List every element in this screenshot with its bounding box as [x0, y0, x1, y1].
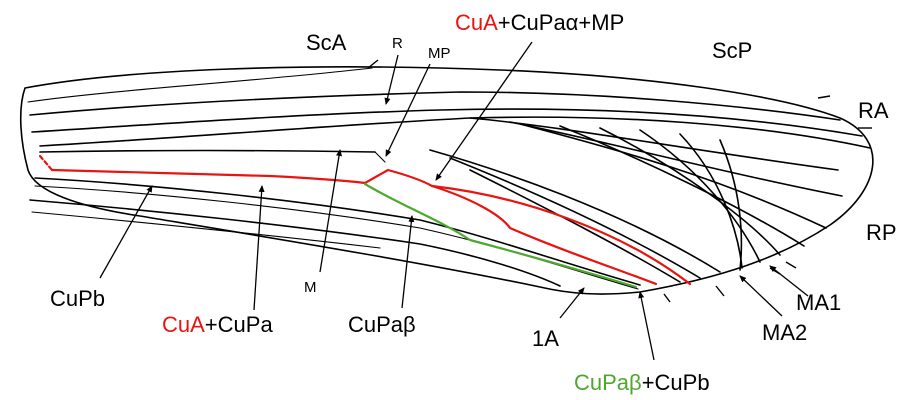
- leader-cupb: [99, 185, 153, 279]
- label-r: R: [392, 35, 403, 52]
- vein-sca: [27, 67, 373, 103]
- margin-tick-7: [663, 293, 671, 303]
- label-ra: RA: [858, 98, 889, 123]
- leader-cupabeta-cupb: [638, 291, 655, 361]
- vein-cupb: [34, 177, 641, 286]
- vein-cupb-2: [34, 185, 639, 290]
- vein-branch-1: [469, 117, 839, 171]
- vein-cua-red-branch: [430, 184, 692, 286]
- vein-ra: [39, 116, 871, 149]
- label-rp: RP: [866, 220, 897, 245]
- label-cupabeta-cupb-green: CuPaβ: [574, 370, 642, 395]
- vein-branch-10: [449, 157, 701, 279]
- label-cupabeta-cupb: CuPaβ+CuPb: [574, 370, 710, 395]
- vein-cua-red-dashed: [38, 154, 54, 172]
- leader-r: [384, 54, 399, 105]
- label-cua-cupa-alpha-mp: CuA+CuPaα+MP: [455, 10, 624, 35]
- label-1a: 1A: [532, 326, 559, 351]
- vein-branch-4: [559, 125, 805, 247]
- label-ma2: MA2: [762, 320, 807, 345]
- vein-branch-8: [719, 139, 743, 271]
- vein-cua-red: [50, 168, 658, 286]
- label-cua-cupa-red: CuA: [162, 312, 205, 337]
- leader-1a: [559, 287, 585, 319]
- leader-ma1: [769, 265, 809, 297]
- leader-ma2: [739, 275, 783, 317]
- leader-cupabeta: [401, 215, 415, 309]
- label-m: M: [304, 279, 317, 296]
- label-mp: MP: [428, 45, 451, 62]
- label-cua-cupa: CuA+CuPa: [162, 312, 273, 337]
- label-cupabeta-cupb-rest: +CuPb: [642, 370, 710, 395]
- leader-cua-cupa: [253, 185, 265, 311]
- vein-branch-5: [599, 127, 781, 256]
- label-cupabeta: CuPaβ: [348, 312, 416, 337]
- vein-branch-2: [509, 121, 843, 197]
- vein-m-stem: [39, 149, 376, 153]
- leader-mp: [385, 63, 431, 157]
- vein-branch-6: [639, 129, 761, 263]
- margin-tick-2: [817, 95, 831, 99]
- vein-cupabeta-green: [363, 182, 638, 289]
- vein-cross-mp: [374, 151, 386, 163]
- label-cua-cupa-alpha-mp-red: CuA: [455, 10, 498, 35]
- margin-tick-4: [785, 261, 797, 269]
- vein-branch-9: [429, 149, 721, 273]
- label-scp: ScP: [712, 38, 752, 63]
- vein-r: [31, 108, 863, 137]
- vein-1a: [29, 199, 561, 287]
- leader-m: [319, 149, 342, 273]
- wing-outline: [19, 66, 874, 295]
- margin-tick-6: [715, 285, 725, 297]
- vein-branch-7: [679, 133, 743, 269]
- label-cua-cupa-alpha-mp-rest: +CuPaα+MP: [498, 10, 624, 35]
- vein-anal-lower: [31, 211, 381, 249]
- vein-branch-11: [469, 169, 681, 283]
- label-sca: ScA: [306, 30, 347, 55]
- label-cua-cupa-rest: +CuPa: [205, 312, 274, 337]
- vein-scp: [29, 91, 841, 121]
- leader-cua-cupa-alpha-mp: [435, 41, 533, 181]
- label-cupb: CuPb: [50, 286, 105, 311]
- margin-tick-1: [367, 59, 379, 69]
- label-ma1: MA1: [796, 290, 841, 315]
